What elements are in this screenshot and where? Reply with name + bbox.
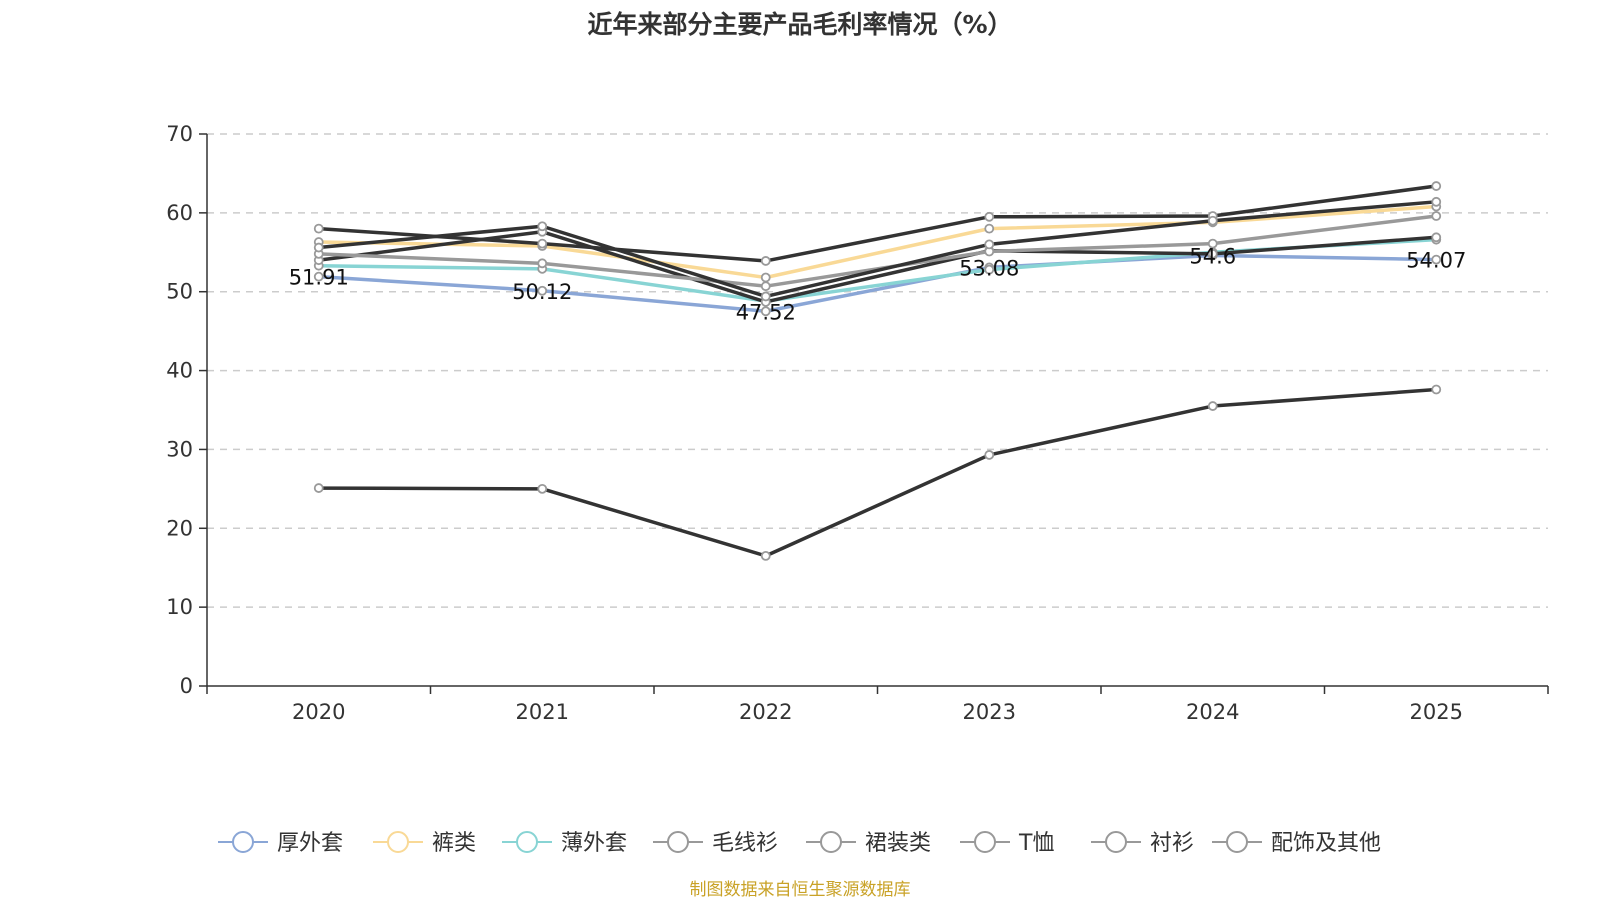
data-point[interactable]: [313, 271, 324, 282]
legend-label: T恤: [1018, 831, 1054, 856]
legend-marker: [387, 831, 409, 853]
legend-label: 裙装类: [865, 831, 931, 856]
data-point[interactable]: [1431, 211, 1442, 221]
legend-item[interactable]: 裤类: [373, 831, 476, 856]
data-point[interactable]: [984, 450, 995, 460]
data-point[interactable]: [760, 306, 771, 317]
data-point[interactable]: [537, 285, 548, 296]
data-label: 50.12: [512, 280, 572, 304]
data-point[interactable]: [1431, 254, 1442, 265]
data-label: 47.52: [736, 300, 796, 324]
x-tick-label: 2020: [292, 700, 345, 724]
series-group: [313, 181, 1442, 561]
legend-item[interactable]: 裙装类: [806, 831, 931, 856]
y-tick-label: 0: [180, 674, 193, 698]
y-tick-label: 50: [166, 280, 193, 304]
data-point[interactable]: [1431, 232, 1442, 243]
series-line: [318, 253, 1437, 314]
data-label: 51.91: [289, 266, 349, 290]
x-tick-label: 2023: [963, 700, 1016, 724]
data-point[interactable]: [313, 242, 324, 253]
axes: 0 10 20 30 40 50 60 70 2020 2021 2022 2023 2024 2025: [166, 122, 1549, 724]
data-point[interactable]: [984, 211, 995, 222]
data-point[interactable]: [537, 483, 548, 494]
legend-label: 裤类: [432, 831, 476, 856]
legend-item[interactable]: 衬衫: [1091, 831, 1194, 856]
x-tick-label: 2021: [516, 700, 569, 724]
data-label: 54.6: [1189, 244, 1236, 268]
legend-item[interactable]: 毛线衫: [653, 831, 778, 856]
data-point[interactable]: [537, 221, 548, 232]
legend-item[interactable]: T恤: [960, 831, 1054, 856]
legend-label: 衬衫: [1150, 831, 1194, 856]
legend-marker: [232, 831, 254, 853]
data-point[interactable]: [313, 483, 324, 493]
series-line: [318, 204, 1437, 280]
legend-label: 薄外套: [561, 831, 627, 856]
legend-label: 配饰及其他: [1271, 831, 1381, 856]
series-line: [318, 184, 1437, 263]
y-tick-label: 30: [166, 437, 193, 461]
data-point[interactable]: [1431, 384, 1442, 395]
data-point[interactable]: [984, 223, 995, 234]
data-point[interactable]: [1431, 196, 1442, 207]
legend-item[interactable]: 薄外套: [502, 831, 627, 856]
legend-marker: [1105, 831, 1127, 853]
data-point[interactable]: [760, 256, 771, 266]
legend-marker: [1226, 831, 1248, 853]
x-tick-label: 2025: [1410, 700, 1463, 724]
data-point[interactable]: [760, 291, 771, 302]
x-tick-label: 2022: [739, 700, 792, 724]
data-point[interactable]: [984, 239, 995, 250]
legend-label: 毛线衫: [712, 831, 778, 856]
data-label: 54.07: [1406, 249, 1466, 273]
data-point[interactable]: [313, 223, 324, 234]
legend-marker: [667, 831, 689, 853]
series-line: [318, 387, 1437, 558]
data-point[interactable]: [1207, 215, 1218, 226]
data-point[interactable]: [984, 264, 995, 275]
y-tick-label: 40: [166, 359, 193, 383]
legend-item[interactable]: 配饰及其他: [1212, 831, 1381, 856]
legend-marker: [820, 831, 842, 853]
data-point[interactable]: [1431, 181, 1442, 191]
data-point[interactable]: [760, 281, 771, 292]
chart-title: 近年来部分主要产品毛利率情况（%）: [587, 10, 1012, 39]
data-point[interactable]: [537, 258, 548, 269]
y-tick-label: 70: [166, 122, 193, 146]
data-point[interactable]: [1207, 248, 1218, 259]
legend-marker: [974, 831, 996, 853]
y-tick-label: 60: [166, 201, 193, 225]
series-6: [313, 196, 1442, 302]
source-note: 制图数据来自恒生聚源数据库: [690, 880, 911, 900]
data-point[interactable]: [537, 238, 548, 249]
legend-marker: [516, 831, 538, 853]
series-line: [318, 200, 1437, 299]
grid-lines: [207, 133, 1548, 608]
data-label: 53.08: [959, 256, 1019, 280]
series-7: [313, 384, 1442, 561]
data-point[interactable]: [1207, 238, 1218, 249]
data-point[interactable]: [1207, 401, 1218, 411]
series-line: [318, 230, 1437, 304]
data-labels: 51.91 50.12 47.52 53.08 54.6 54.07: [289, 244, 1467, 324]
y-tick-label: 10: [166, 595, 193, 619]
data-point[interactable]: [760, 550, 771, 561]
data-point[interactable]: [760, 272, 771, 283]
series-3: [313, 226, 1442, 307]
x-tick-label: 2024: [1186, 700, 1239, 724]
legend-item[interactable]: 厚外套: [218, 831, 343, 856]
legend-label: 厚外套: [277, 831, 343, 856]
y-tick-label: 20: [166, 516, 193, 540]
legend[interactable]: 厚外套 裤类 薄外套 毛线衫 裙装类 T恤 衬衫 配饰及其他: [218, 831, 1381, 856]
